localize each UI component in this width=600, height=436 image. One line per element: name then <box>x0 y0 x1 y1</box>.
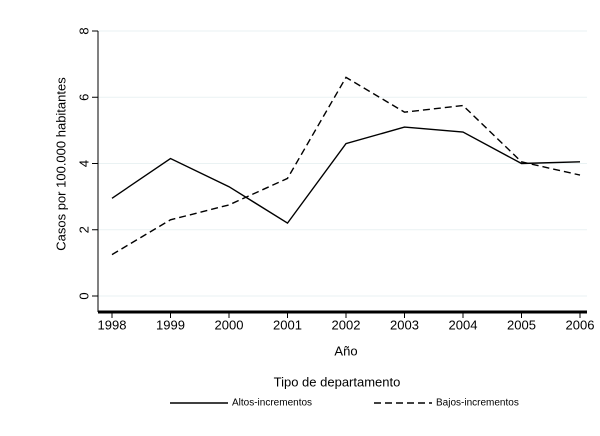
y-tick-label: 2 <box>76 226 91 233</box>
y-tick-label: 4 <box>76 160 91 167</box>
y-tick-label: 0 <box>76 292 91 299</box>
legend-label: Altos-incrementos <box>232 398 312 409</box>
x-tick-label: 2004 <box>449 317 478 332</box>
y-axis-title: Casos por 100.000 habitantes <box>53 77 68 251</box>
x-axis-title: Año <box>334 343 357 358</box>
y-tick-label: 6 <box>76 94 91 101</box>
legend-label: Bajos-incrementos <box>436 398 519 409</box>
y-tick-label: 8 <box>76 27 91 34</box>
x-tick-label: 2006 <box>566 317 595 332</box>
legend-title: Tipo de departamento <box>274 374 401 389</box>
x-tick-label: 2003 <box>390 317 419 332</box>
data-line <box>111 76 581 256</box>
data-line <box>111 126 581 225</box>
x-tick-label: 1999 <box>156 317 185 332</box>
x-tick-label: 2000 <box>215 317 244 332</box>
x-tick-label: 2002 <box>332 317 361 332</box>
x-tick-label: 2001 <box>273 317 302 332</box>
x-tick-label: 2005 <box>507 317 536 332</box>
x-tick-label: 1998 <box>98 317 127 332</box>
